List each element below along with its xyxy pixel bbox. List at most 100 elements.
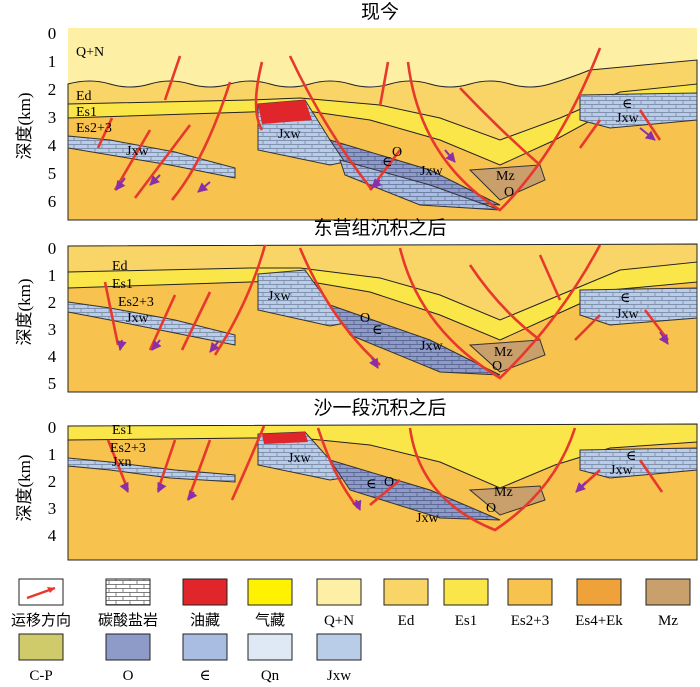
legend-swatch-mz — [645, 578, 691, 606]
legend-swatch-carbonate — [105, 578, 151, 606]
depth-tick: 4 — [48, 136, 57, 155]
layer-label: Jxw — [616, 307, 639, 322]
layer-label: ∈ — [622, 97, 632, 112]
layer-mz — [468, 339, 546, 373]
oil-reservoir — [258, 100, 312, 124]
legend-swatch-cp — [18, 633, 64, 661]
depth-tick: 5 — [48, 164, 57, 183]
stratum-labels: Ed Es1 Es2+3 Jxw Jxw O ∈ Jxw Mz O ∈ Jxw — [112, 259, 639, 374]
layer-label: Es1 — [76, 105, 97, 120]
layer-label: Jxw — [126, 311, 149, 326]
layer-label: Jxw — [278, 127, 301, 142]
layer-label: Es2+3 — [76, 121, 112, 136]
layer-label: Jxw — [126, 144, 149, 159]
layer-label: Es2+3 — [118, 295, 154, 310]
legend-label: Es2+3 — [511, 613, 549, 629]
legend-label: O — [123, 668, 134, 684]
depth-tick: 3 — [48, 499, 57, 518]
depth-tick: 3 — [48, 320, 57, 339]
basement-right — [579, 92, 698, 129]
legend-label: Q+N — [324, 613, 354, 629]
depth-tick: 4 — [48, 347, 57, 366]
legend-label: C-P — [29, 668, 52, 684]
layer-label: Jxw — [416, 511, 439, 526]
layer-label: O — [384, 475, 394, 490]
legend-label: Mz — [658, 613, 678, 629]
depth-ticks: 0 1 2 3 4 5 — [48, 239, 57, 393]
basement-right — [579, 447, 698, 479]
layer-label: O — [392, 145, 402, 160]
panel-title: 现今 — [361, 1, 399, 23]
legend-label: Jxw — [327, 668, 351, 684]
stratum-labels: Es1 Es2+3 Jxn Jxw ∈ O Mz O Jxw ∈ Jxw — [110, 423, 636, 526]
legend-label: Qn — [261, 668, 280, 684]
faults — [106, 425, 664, 532]
layer-label: ∈ — [372, 323, 382, 338]
layer-label: Q+N — [76, 45, 104, 60]
depth-tick: 1 — [48, 445, 57, 464]
layer-label: Ed — [112, 259, 128, 274]
depth-tick: 2 — [48, 472, 57, 491]
depth-tick: 0 — [48, 24, 57, 43]
layer-label: Es2+3 — [110, 441, 146, 456]
layer-label: Es1 — [112, 277, 133, 292]
layer-label: O — [486, 501, 496, 516]
legend-label: Ed — [398, 613, 415, 629]
layer-label: Jxw — [288, 451, 311, 466]
migration-arrows — [119, 481, 587, 511]
layer-label: Jxw — [420, 164, 443, 179]
depth-tick: 1 — [48, 52, 57, 71]
depth-ticks: 0 1 2 3 4 — [48, 418, 57, 545]
layer-label: O — [504, 185, 514, 200]
legend-swatch-qn-basement — [247, 633, 293, 661]
depth-tick: 0 — [48, 418, 57, 437]
depth-axis-label: 深度(km) — [15, 278, 34, 345]
panel-present: 现今 深度(km) 0 1 2 3 4 5 6 — [15, 1, 698, 221]
layer-label: Jxw — [420, 339, 443, 354]
depth-tick: 1 — [48, 266, 57, 285]
legend-label: 运移方向 — [11, 612, 71, 629]
depth-tick: 3 — [48, 108, 57, 127]
layer-label: Jxw — [268, 289, 291, 304]
depth-axis-label: 深度(km) — [15, 92, 34, 159]
layer-label: ∈ — [626, 449, 636, 464]
depth-axis-label: 深度(km) — [15, 454, 34, 521]
layer-label: Mz — [494, 485, 513, 500]
legend-label: 碳酸盐岩 — [98, 612, 158, 629]
depth-tick: 2 — [48, 80, 57, 99]
layer-label: Jxw — [616, 111, 639, 126]
legend-swatch-ed — [383, 578, 429, 606]
layer-label: ∈ — [382, 155, 392, 170]
faults — [103, 244, 670, 380]
legend-label: 油藏 — [190, 612, 220, 629]
legend-swatch-cambrian — [182, 633, 228, 661]
basement-left — [67, 457, 236, 483]
layer-label: Jxn — [112, 455, 131, 470]
oil-reservoir — [262, 432, 308, 444]
legend-label: ∈ — [199, 668, 210, 684]
legend-swatch-o — [105, 633, 151, 661]
depth-tick: 6 — [48, 192, 57, 211]
depth-ticks: 0 1 2 3 4 5 6 — [48, 24, 57, 211]
basement-left — [67, 301, 236, 346]
legend-label: Es4+Ek — [575, 613, 623, 629]
layer-label: ∈ — [366, 477, 376, 492]
migration-arrows — [116, 331, 669, 369]
stratum-labels: Q+N Ed Es1 Es2+3 Jxw Jxw O ∈ Jxw Mz O ∈ … — [76, 45, 639, 200]
layer-label: O — [492, 359, 502, 374]
layer-mz — [468, 164, 546, 201]
layer-label: Mz — [494, 345, 513, 360]
legend: 运移方向 碳酸盐岩 油藏 气藏 Q+N Ed Es1 Es2+3 Es4+Ek … — [11, 578, 691, 684]
panel-after-es1: 沙一段沉积之后 深度(km) 0 1 2 3 4 — [15, 397, 698, 561]
legend-swatch-es23 — [507, 578, 553, 606]
legend-swatch-gas — [247, 578, 293, 606]
legend-swatch-jxw — [316, 633, 362, 661]
panel-after-dongying: 东营组沉积之后 深度(km) 0 1 2 3 4 5 — [15, 217, 698, 393]
layer-label: Ed — [76, 89, 92, 104]
depth-tick: 4 — [48, 526, 57, 545]
layer-label: Jxw — [610, 463, 633, 478]
layer-label: Es1 — [112, 423, 133, 438]
migration-arrows — [115, 127, 656, 193]
legend-swatch-es4ek — [576, 578, 622, 606]
panel-title: 沙一段沉积之后 — [313, 397, 446, 419]
